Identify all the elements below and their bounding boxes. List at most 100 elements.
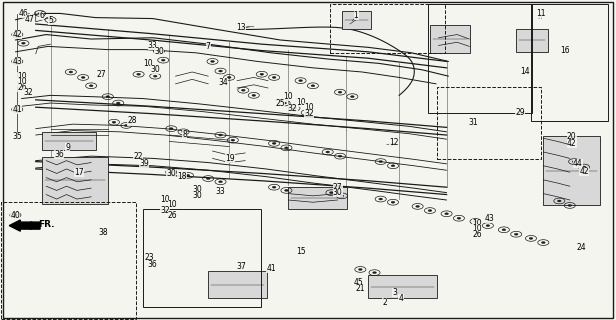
Text: 13: 13	[237, 23, 246, 32]
Circle shape	[186, 174, 190, 176]
Text: 24: 24	[577, 244, 586, 252]
Circle shape	[391, 165, 395, 167]
Circle shape	[272, 76, 276, 78]
Text: 6: 6	[39, 11, 44, 20]
Circle shape	[305, 112, 309, 114]
Text: 4: 4	[399, 294, 403, 303]
Text: 36: 36	[148, 260, 158, 269]
Bar	[288, 187, 347, 209]
Circle shape	[272, 186, 276, 188]
Text: 41: 41	[12, 105, 22, 114]
Circle shape	[529, 237, 533, 239]
Text: 10: 10	[143, 60, 153, 68]
Circle shape	[15, 34, 19, 36]
Text: 45: 45	[354, 278, 363, 287]
Circle shape	[285, 189, 288, 191]
Text: 8: 8	[182, 130, 187, 139]
Circle shape	[285, 147, 288, 149]
Circle shape	[582, 166, 586, 168]
Text: 30: 30	[192, 191, 202, 200]
Text: 30: 30	[192, 185, 202, 194]
Text: 33: 33	[216, 188, 225, 196]
Bar	[437, 87, 541, 159]
Bar	[428, 4, 532, 113]
Text: 32: 32	[23, 88, 33, 97]
Circle shape	[169, 128, 173, 130]
Circle shape	[182, 131, 185, 133]
Circle shape	[153, 75, 157, 77]
Text: 10: 10	[472, 224, 482, 233]
Text: 3: 3	[392, 288, 397, 297]
Circle shape	[557, 200, 561, 202]
Text: 15: 15	[296, 247, 306, 256]
Text: FR.: FR.	[38, 220, 54, 229]
Circle shape	[106, 96, 110, 98]
Circle shape	[169, 171, 173, 173]
Text: 44: 44	[573, 159, 583, 168]
Circle shape	[161, 59, 165, 61]
Text: 9: 9	[65, 143, 70, 152]
Text: 10: 10	[283, 92, 293, 101]
Circle shape	[227, 76, 231, 78]
Text: 31: 31	[468, 118, 478, 127]
FancyArrow shape	[9, 220, 40, 231]
Circle shape	[14, 214, 17, 216]
Circle shape	[359, 268, 362, 270]
Text: 1: 1	[354, 11, 359, 20]
Bar	[330, 4, 445, 53]
Text: 30: 30	[150, 65, 160, 74]
Text: 30: 30	[166, 169, 176, 178]
Circle shape	[326, 151, 330, 153]
Circle shape	[299, 80, 302, 82]
Text: 36: 36	[54, 150, 64, 159]
Text: 10: 10	[168, 200, 177, 209]
Text: 25: 25	[275, 99, 285, 108]
Circle shape	[338, 91, 342, 93]
Text: 19: 19	[225, 154, 235, 163]
Text: 23: 23	[144, 253, 154, 262]
Bar	[342, 11, 371, 29]
Bar	[368, 275, 437, 298]
Text: 42: 42	[567, 139, 577, 148]
Text: 41: 41	[266, 264, 276, 273]
Text: 29: 29	[515, 108, 525, 117]
Circle shape	[49, 19, 52, 21]
Text: 30: 30	[154, 47, 164, 56]
Circle shape	[15, 60, 19, 62]
Text: 10: 10	[17, 77, 27, 86]
Circle shape	[457, 217, 461, 219]
Text: 47: 47	[25, 15, 34, 24]
Circle shape	[206, 178, 210, 180]
Circle shape	[219, 70, 222, 72]
Circle shape	[252, 94, 256, 96]
Text: 30: 30	[333, 188, 342, 197]
Circle shape	[373, 272, 376, 274]
Text: 43: 43	[12, 57, 22, 66]
Text: 42: 42	[12, 30, 22, 39]
Text: 26: 26	[472, 230, 482, 239]
Circle shape	[568, 204, 572, 206]
Circle shape	[260, 73, 264, 75]
Circle shape	[428, 210, 432, 212]
Bar	[1, 202, 136, 319]
Circle shape	[351, 96, 354, 98]
Circle shape	[502, 229, 506, 231]
Text: 10: 10	[472, 219, 482, 228]
Circle shape	[541, 242, 545, 244]
Circle shape	[22, 42, 25, 44]
Text: 17: 17	[74, 168, 84, 177]
Text: 27: 27	[97, 70, 107, 79]
Text: 10: 10	[304, 103, 314, 112]
Circle shape	[416, 205, 419, 207]
Circle shape	[283, 102, 286, 104]
Text: 32: 32	[160, 206, 170, 215]
Circle shape	[81, 76, 85, 78]
Circle shape	[474, 220, 477, 222]
Circle shape	[514, 233, 518, 235]
Bar	[42, 132, 96, 150]
Text: 42: 42	[579, 167, 589, 176]
Text: 14: 14	[520, 67, 530, 76]
Circle shape	[89, 85, 93, 87]
Circle shape	[124, 124, 128, 126]
Circle shape	[486, 225, 490, 227]
